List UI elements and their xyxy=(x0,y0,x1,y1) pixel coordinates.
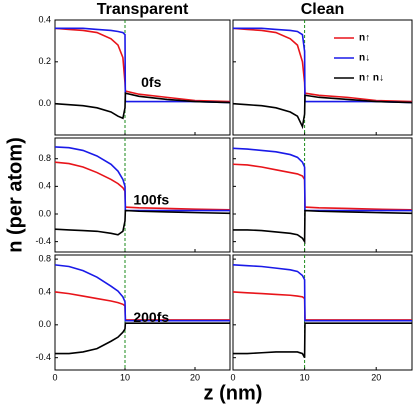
panel-frame xyxy=(232,137,413,253)
y-tick-label: -0.4 xyxy=(35,236,51,246)
panel-frame xyxy=(54,19,231,136)
series-line xyxy=(232,291,412,321)
panel-frame xyxy=(232,19,413,136)
y-tick-label: 0.8 xyxy=(38,253,51,263)
series-line xyxy=(233,322,412,359)
x-tick-label: 0 xyxy=(230,372,235,382)
series-line xyxy=(54,27,231,103)
panel-frame xyxy=(232,254,413,371)
y-axis-label: n (per atom) xyxy=(4,137,26,253)
series-line xyxy=(54,161,231,211)
series-line xyxy=(233,27,413,104)
series-line xyxy=(55,27,231,104)
series-line xyxy=(54,264,230,322)
annotation: 0fs xyxy=(141,74,161,90)
series-line xyxy=(54,92,231,120)
x-tick-label: 10 xyxy=(300,372,310,382)
annotation: 200fs xyxy=(133,309,169,325)
x-tick-label: 20 xyxy=(371,372,381,382)
y-tick-label: 0.2 xyxy=(38,56,51,66)
series-line xyxy=(232,147,412,212)
x-tick-label: 10 xyxy=(120,372,130,382)
series-line xyxy=(232,264,412,322)
legend-label: n↓ xyxy=(359,53,370,64)
panel-title: Clean xyxy=(301,1,345,18)
series-line xyxy=(233,209,413,245)
x-tick-label: 20 xyxy=(190,372,200,382)
x-axis-label: z (nm) xyxy=(204,382,263,404)
series-line xyxy=(55,322,230,355)
y-tick-label: 0.4 xyxy=(38,181,51,191)
panel-title: Transparent xyxy=(97,1,189,18)
panel-frame xyxy=(54,137,231,253)
annotation: 100fs xyxy=(133,191,169,207)
legend-label: n↑ xyxy=(359,33,370,44)
series-line xyxy=(232,94,413,130)
y-tick-label: -0.4 xyxy=(35,352,51,362)
series-line xyxy=(232,163,413,211)
series-line xyxy=(54,209,231,236)
y-tick-label: 0.0 xyxy=(38,98,51,108)
legend-label: n↑ n↓ xyxy=(359,73,384,84)
series-line xyxy=(54,146,230,212)
series-line xyxy=(54,291,230,321)
y-tick-label: 0.0 xyxy=(38,208,51,218)
y-tick-label: 0.4 xyxy=(38,286,51,296)
y-tick-label: 0.8 xyxy=(38,153,51,163)
series-line xyxy=(232,27,413,103)
y-tick-label: 0.0 xyxy=(38,319,51,329)
x-tick-label: 0 xyxy=(52,372,57,382)
y-tick-label: 0.4 xyxy=(38,14,51,24)
panel-frame xyxy=(54,254,231,371)
